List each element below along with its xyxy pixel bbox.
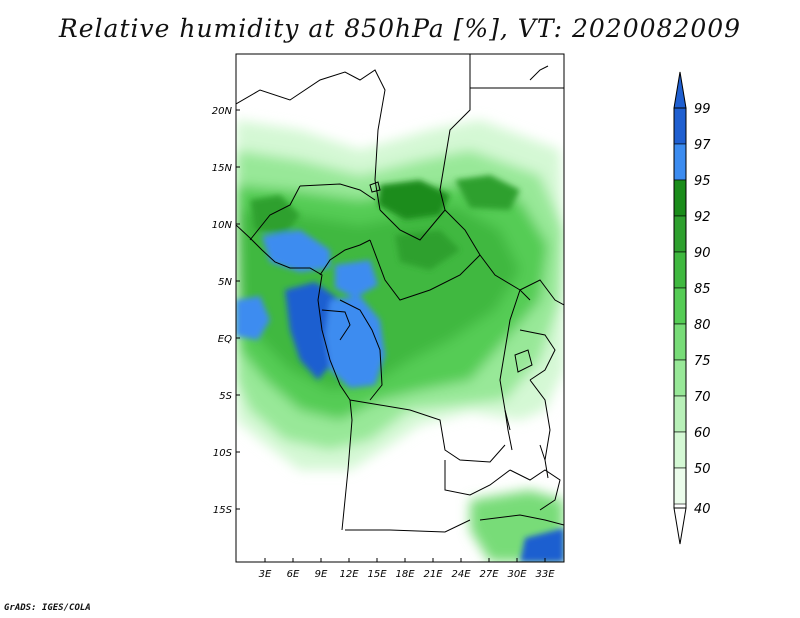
border-niger-chad xyxy=(299,183,376,201)
legend-bottom-arrow xyxy=(673,507,687,545)
border-tanzania xyxy=(529,379,551,461)
lake-tanganyika xyxy=(504,409,513,451)
border-congo-drc xyxy=(339,299,383,401)
legend-label: 70 xyxy=(694,390,711,405)
legend-label: 97 xyxy=(694,138,711,153)
legend-swatch xyxy=(673,251,687,289)
lake-malawi xyxy=(539,444,549,479)
field-blue-ne xyxy=(335,260,378,298)
humidity-field xyxy=(236,120,564,562)
lon-label: 33E xyxy=(535,569,555,580)
coastline-west xyxy=(236,224,353,531)
legend-swatch xyxy=(673,215,687,253)
lon-label: 30E xyxy=(507,569,527,580)
lon-label: 9E xyxy=(315,569,328,580)
border-zambia xyxy=(444,460,511,496)
border-southeast xyxy=(479,514,564,526)
latitude-axis: 20N 15N 10N 5N EQ 5S 10S 15S xyxy=(212,106,240,516)
border-gabon xyxy=(321,309,351,341)
legend-swatch xyxy=(673,431,687,469)
border-mozambique xyxy=(509,469,561,511)
legend-label: 60 xyxy=(694,426,711,441)
legend-swatch xyxy=(673,143,687,181)
border-sahara xyxy=(236,69,386,211)
legend-label: 90 xyxy=(694,246,711,261)
legend-swatch xyxy=(673,287,687,325)
lat-label: 15S xyxy=(213,505,233,516)
map-title: Relative humidity at 850hPa [%], VT: 202… xyxy=(58,14,742,43)
field-blue-se xyxy=(520,528,564,562)
lon-label: 27E xyxy=(479,569,499,580)
lat-label: 5S xyxy=(219,391,232,402)
color-legend: 99 97 95 92 90 85 80 75 70 60 50 40 xyxy=(673,71,711,545)
legend-label: 80 xyxy=(694,318,711,333)
field-dark-green-2 xyxy=(455,175,520,210)
country-borders xyxy=(236,54,564,533)
longitude-axis: 3E 6E 9E 12E 15E 18E 21E 24E 27E 30E 33E xyxy=(259,558,555,580)
legend-label: 40 xyxy=(694,502,711,517)
legend-swatch xyxy=(673,323,687,361)
legend-swatch xyxy=(673,467,687,505)
lake-chad xyxy=(369,181,381,193)
lake-victoria xyxy=(514,349,533,373)
field-blue-west xyxy=(262,230,330,272)
legend-label: 50 xyxy=(694,462,711,477)
field-blue-congo xyxy=(325,296,385,388)
legend-swatch xyxy=(673,107,687,145)
lon-label: 12E xyxy=(339,569,359,580)
legend-swatch xyxy=(673,359,687,397)
grads-credit: GrADS: IGES/COLA xyxy=(4,603,91,613)
border-uganda-kenya xyxy=(519,329,556,381)
lat-label: EQ xyxy=(218,334,232,345)
field-dark-green-3 xyxy=(395,230,460,270)
legend-swatch xyxy=(673,179,687,217)
legend-swatch xyxy=(673,395,687,433)
border-chad-south xyxy=(379,209,446,241)
lat-label: 5N xyxy=(218,277,232,288)
border-drc-angola xyxy=(349,399,506,463)
lat-label: 20N xyxy=(212,106,233,117)
lat-label: 10N xyxy=(212,220,233,231)
lat-label: 15N xyxy=(212,163,233,174)
redsea-coast xyxy=(529,65,549,81)
lon-label: 6E xyxy=(287,569,300,580)
border-ethiopia xyxy=(519,279,564,306)
lon-label: 3E xyxy=(259,569,272,580)
legend-top-arrow xyxy=(673,71,687,109)
legend-label: 85 xyxy=(694,282,711,297)
map-frame xyxy=(235,53,565,563)
border-cameroon-car xyxy=(319,239,371,276)
field-blue-coast xyxy=(236,296,270,340)
lon-label: 15E xyxy=(367,569,387,580)
lat-label: 10S xyxy=(213,448,233,459)
legend-frame xyxy=(673,107,687,509)
legend-label: 95 xyxy=(694,174,711,189)
lon-label: 18E xyxy=(395,569,415,580)
border-nigeria-cameroon xyxy=(249,185,301,241)
border-car xyxy=(369,239,481,301)
border-namibia xyxy=(345,519,471,533)
legend-label: 75 xyxy=(694,354,711,369)
legend-label: 92 xyxy=(694,210,711,225)
lon-label: 24E xyxy=(451,569,471,580)
field-dark-green-1 xyxy=(378,180,450,220)
lon-label: 21E xyxy=(423,569,443,580)
legend-label: 99 xyxy=(694,102,711,117)
